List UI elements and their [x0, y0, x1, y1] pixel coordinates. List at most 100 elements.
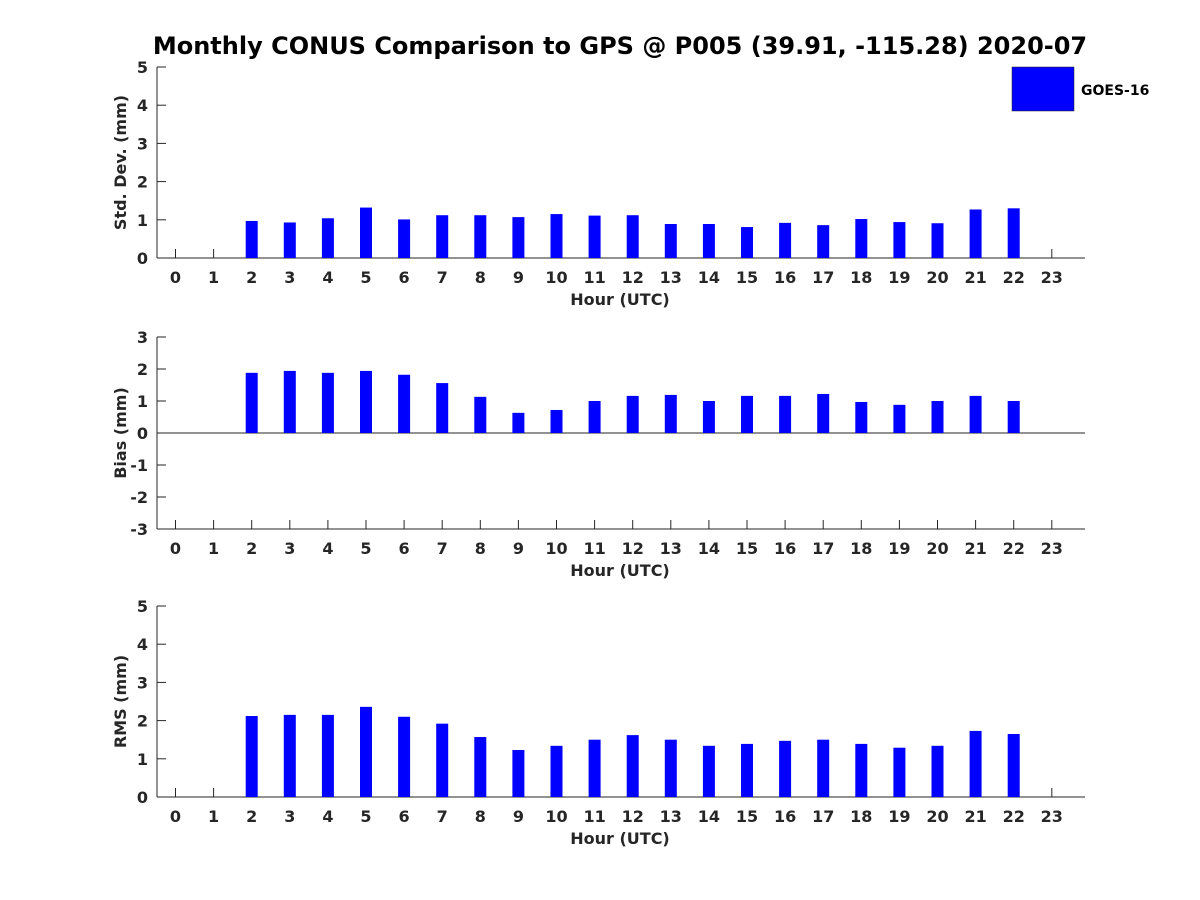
x-tick-label-std-3: 3 — [284, 268, 295, 287]
x-tick-label-rms-21: 21 — [964, 807, 986, 826]
legend-swatch-goes16 — [1011, 66, 1075, 112]
x-tick-label-rms-19: 19 — [888, 807, 910, 826]
x-tick-label-rms-4: 4 — [322, 807, 333, 826]
x-axis-label-bias: Hour (UTC) — [570, 561, 670, 580]
bar-bias-hour-19 — [893, 404, 906, 433]
x-tick-label-bias-17: 17 — [812, 539, 834, 558]
bar-std-hour-17 — [817, 225, 830, 258]
y-axis-label-rms: RMS (mm) — [111, 655, 130, 748]
x-tick-label-std-17: 17 — [812, 268, 834, 287]
x-tick-label-rms-13: 13 — [660, 807, 682, 826]
x-tick-label-bias-15: 15 — [736, 539, 758, 558]
x-tick-label-std-19: 19 — [888, 268, 910, 287]
y-tick-label-rms-5: 5 — [137, 597, 148, 616]
bar-bias-hour-17 — [817, 393, 830, 433]
x-tick-label-std-11: 11 — [583, 268, 605, 287]
bar-rms-hour-9 — [512, 750, 525, 797]
x-tick-label-std-4: 4 — [322, 268, 333, 287]
x-tick-label-bias-18: 18 — [850, 539, 872, 558]
x-tick-label-rms-3: 3 — [284, 807, 295, 826]
bar-bias-hour-21 — [969, 395, 982, 433]
bar-rms-hour-10 — [550, 745, 563, 797]
bar-bias-hour-18 — [855, 401, 868, 433]
bar-rms-hour-14 — [702, 745, 715, 797]
x-tick-label-rms-6: 6 — [399, 807, 410, 826]
bar-bias-hour-20 — [931, 401, 944, 433]
bar-std-hour-6 — [398, 219, 411, 258]
x-tick-label-std-0: 0 — [170, 268, 181, 287]
x-tick-label-std-12: 12 — [622, 268, 644, 287]
bar-std-hour-11 — [588, 215, 601, 258]
bar-bias-hour-12 — [626, 395, 639, 433]
x-tick-label-std-13: 13 — [660, 268, 682, 287]
x-tick-label-rms-9: 9 — [513, 807, 524, 826]
y-axis-label-bias: Bias (mm) — [111, 387, 130, 479]
y-tick-label-std-2: 2 — [137, 173, 148, 192]
y-tick-label-rms-3: 3 — [137, 673, 148, 692]
bar-rms-hour-2 — [245, 716, 258, 797]
x-tick-label-bias-1: 1 — [208, 539, 219, 558]
x-tick-label-bias-7: 7 — [437, 539, 448, 558]
bar-rms-hour-4 — [321, 714, 334, 797]
x-tick-label-rms-1: 1 — [208, 807, 219, 826]
bar-rms-hour-12 — [626, 735, 639, 797]
x-tick-label-std-18: 18 — [850, 268, 872, 287]
x-tick-label-rms-10: 10 — [545, 807, 567, 826]
x-axis-label-rms: Hour (UTC) — [570, 829, 670, 848]
bar-rms-hour-21 — [969, 730, 982, 797]
x-tick-label-bias-4: 4 — [322, 539, 333, 558]
x-tick-label-bias-20: 20 — [926, 539, 948, 558]
bar-rms-hour-19 — [893, 747, 906, 797]
bar-std-hour-8 — [474, 215, 487, 258]
bar-std-hour-19 — [893, 222, 906, 258]
x-tick-label-rms-0: 0 — [170, 807, 181, 826]
x-tick-label-bias-8: 8 — [475, 539, 486, 558]
x-tick-label-rms-7: 7 — [437, 807, 448, 826]
bar-bias-hour-9 — [512, 412, 525, 433]
x-tick-label-std-16: 16 — [774, 268, 796, 287]
x-tick-label-std-10: 10 — [545, 268, 567, 287]
x-tick-label-bias-0: 0 — [170, 539, 181, 558]
legend: GOES-16 — [1011, 66, 1149, 112]
x-tick-label-std-5: 5 — [360, 268, 371, 287]
x-axis-label-std: Hour (UTC) — [570, 290, 670, 309]
bar-rms-hour-18 — [855, 743, 868, 797]
x-tick-label-rms-16: 16 — [774, 807, 796, 826]
x-tick-label-bias-3: 3 — [284, 539, 295, 558]
x-tick-label-bias-10: 10 — [545, 539, 567, 558]
bar-std-hour-20 — [931, 223, 944, 258]
bar-std-hour-18 — [855, 219, 868, 258]
x-tick-label-bias-21: 21 — [964, 539, 986, 558]
bar-bias-hour-14 — [702, 401, 715, 433]
chart-title: Monthly CONUS Comparison to GPS @ P005 (… — [153, 32, 1087, 60]
x-tick-label-bias-19: 19 — [888, 539, 910, 558]
bar-bias-hour-8 — [474, 396, 487, 433]
bar-rms-hour-17 — [817, 739, 830, 797]
x-tick-label-rms-18: 18 — [850, 807, 872, 826]
x-tick-label-std-22: 22 — [1003, 268, 1025, 287]
bar-bias-hour-5 — [360, 370, 372, 433]
y-tick-label-std-4: 4 — [137, 96, 148, 115]
y-tick-label-bias-3: 0 — [137, 424, 148, 443]
bar-rms-hour-11 — [588, 739, 601, 797]
bar-std-hour-14 — [702, 224, 715, 258]
x-tick-label-std-8: 8 — [475, 268, 486, 287]
bar-bias-hour-22 — [1007, 401, 1020, 433]
bar-bias-hour-11 — [588, 401, 601, 433]
y-tick-label-std-3: 3 — [137, 134, 148, 153]
bar-std-hour-3 — [283, 222, 296, 258]
bar-std-hour-4 — [321, 218, 334, 258]
x-tick-label-bias-12: 12 — [622, 539, 644, 558]
y-tick-label-rms-2: 2 — [137, 712, 148, 731]
x-tick-label-std-20: 20 — [926, 268, 948, 287]
x-tick-label-bias-5: 5 — [360, 539, 371, 558]
bar-rms-hour-20 — [931, 745, 944, 797]
y-tick-label-rms-4: 4 — [137, 635, 148, 654]
y-tick-label-std-0: 0 — [137, 249, 148, 268]
bar-std-hour-13 — [664, 224, 677, 258]
bar-rms-hour-3 — [283, 714, 296, 797]
x-tick-label-rms-8: 8 — [475, 807, 486, 826]
bar-rms-hour-8 — [474, 737, 487, 797]
